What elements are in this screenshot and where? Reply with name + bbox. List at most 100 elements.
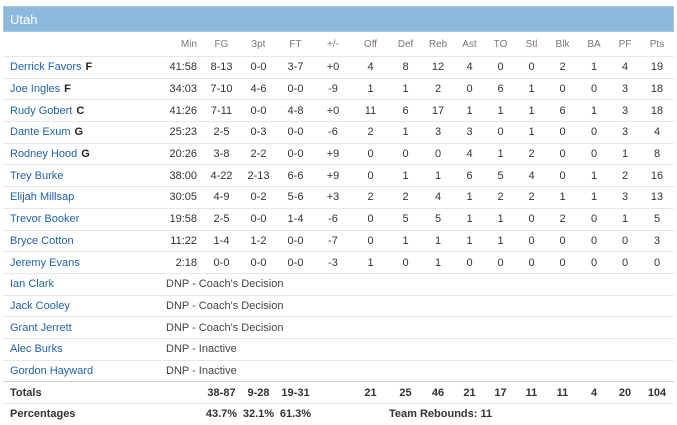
stat-cell: 1 <box>578 164 610 187</box>
player-link[interactable]: Trevor Booker <box>10 213 80 226</box>
stat-cell: 0-0 <box>240 99 277 122</box>
player-link[interactable]: Rodney Hood <box>10 148 78 161</box>
header-player <box>3 32 163 57</box>
stat-cell: 25:23 <box>163 121 203 144</box>
player-link[interactable]: Bryce Cotton <box>10 234 74 247</box>
player-link[interactable]: Gordon Hayward <box>10 364 94 377</box>
stat-cell: 1 <box>578 186 610 209</box>
player-row: Trey Burke 38:00 4-22 2-13 6-6 +9 0 1 1 6 5 4 0 1 2 16 <box>3 164 674 187</box>
total-cell: 9-28 <box>240 381 277 404</box>
stat-cell: 3 <box>640 229 674 252</box>
pct-blank <box>314 402 389 425</box>
player-link[interactable]: Elijah Millsap <box>10 191 75 204</box>
column-header-stl: Stl <box>525 38 538 50</box>
player-link[interactable]: Rudy Gobert <box>10 104 73 117</box>
player-row: Dante Exum G 25:23 2-5 0-3 0-0 -6 2 1 3 3 0 1 0 0 3 4 <box>3 121 674 144</box>
stat-cell: 3 <box>610 99 640 122</box>
stat-cell: 1 <box>516 121 547 144</box>
player-link[interactable]: Derrick Favors <box>10 61 82 74</box>
stat-cell: 4-6 <box>240 77 277 100</box>
player-link[interactable]: Jack Cooley <box>10 299 70 312</box>
stat-cell: 1 <box>454 186 485 209</box>
player-name-cell: Bryce Cotton <box>3 229 163 252</box>
stat-cell: 4-22 <box>203 164 240 187</box>
stat-cell: 0 <box>640 251 674 274</box>
player-row: Elijah Millsap 30:05 4-9 0-2 5-6 +3 2 2 4 1 2 2 1 1 3 1… <box>3 186 674 209</box>
stat-cell: 1 <box>422 164 454 187</box>
total-cell: 38-87 <box>203 381 240 404</box>
column-header-ft: FT <box>289 38 302 50</box>
player-link[interactable]: Joe Ingles <box>10 83 61 96</box>
fg-percentage: 43.7% <box>203 402 240 425</box>
column-header-blk: Blk <box>555 38 570 50</box>
stat-cell: 1 <box>422 251 454 274</box>
stat-cell: 4 <box>516 164 547 187</box>
stat-cell: 6 <box>389 99 422 122</box>
total-cell: 21 <box>454 381 485 404</box>
player-name-cell: Alec Burks <box>3 337 163 361</box>
total-cell: 4 <box>578 381 610 404</box>
total-cell: 19-31 <box>277 381 314 404</box>
stat-cell: 1 <box>516 77 547 100</box>
stat-cell: 0 <box>454 251 485 274</box>
stat-cell: 41:26 <box>163 99 203 122</box>
stat-cell: 0 <box>547 77 578 100</box>
player-link[interactable]: Grant Jerrett <box>10 321 72 334</box>
player-row: Bryce Cotton 11:22 1-4 1-2 0-0 -7 0 1 1 1 1 0 0 0 0 3 <box>3 229 674 252</box>
stat-cell: 2 <box>422 77 454 100</box>
stat-cell: 0 <box>389 142 422 165</box>
stat-cell: -7 <box>314 229 352 252</box>
player-row: Rodney Hood G 20:26 3-8 2-2 0-0 +9 0 0 0 4 1 2 0 0 1 8 <box>3 142 674 165</box>
percentages-label: Percentages <box>3 402 163 425</box>
stat-cell: 13 <box>640 186 674 209</box>
stat-cell: 3 <box>610 77 640 100</box>
stat-cell: 4 <box>454 56 485 79</box>
stat-cell: 11:22 <box>163 229 203 252</box>
stat-cell: 1-4 <box>203 229 240 252</box>
player-row: Rudy Gobert C 41:26 7-11 0-0 4-8 +0 11 6 17 1 1 1 6 1 3… <box>3 99 674 122</box>
player-link[interactable]: Jeremy Evans <box>10 256 80 269</box>
column-header-off: Off <box>363 38 378 50</box>
team-header: Utah <box>3 6 674 32</box>
stat-cell: 5-6 <box>277 186 314 209</box>
stat-cell: 1 <box>610 142 640 165</box>
stat-cell: 0-2 <box>240 186 277 209</box>
stat-cell: 0 <box>389 251 422 274</box>
stat-cell: 2 <box>352 186 389 209</box>
ft-percentage: 61.3% <box>277 402 314 425</box>
column-header-fg: FG <box>214 38 229 50</box>
stat-cell: 0 <box>578 121 610 144</box>
stat-cell: 0-3 <box>240 121 277 144</box>
stat-cell: -6 <box>314 121 352 144</box>
stat-cell: 0 <box>485 121 516 144</box>
player-position: F <box>64 83 71 96</box>
stat-cell: 1 <box>352 77 389 100</box>
player-link[interactable]: Dante Exum <box>10 126 71 139</box>
dnp-reason: DNP - Coach's Decision <box>163 294 674 317</box>
stat-cell: 1 <box>352 251 389 274</box>
dnp-reason: DNP - Coach's Decision <box>163 272 674 296</box>
stat-cell: 0 <box>516 56 547 79</box>
column-header-pts: Pts <box>649 38 665 50</box>
total-cell: 21 <box>352 381 389 404</box>
player-row: Jeremy Evans 2:18 0-0 0-0 0-0 -3 1 0 1 0 0 0 0 0 0 0 <box>3 251 674 274</box>
stat-cell: 20:26 <box>163 142 203 165</box>
stat-cell: 0-0 <box>277 121 314 144</box>
stat-cell: 0 <box>352 142 389 165</box>
stat-cell: 2 <box>547 207 578 230</box>
stat-cell: -3 <box>314 251 352 274</box>
stat-cell: 0 <box>610 251 640 274</box>
stat-cell: 1 <box>578 56 610 79</box>
stat-cell: 8-13 <box>203 56 240 79</box>
pct-blank <box>163 402 203 425</box>
stat-cell: 1 <box>454 229 485 252</box>
player-link[interactable]: Ian Clark <box>10 278 55 291</box>
player-row: Derrick Favors F 41:58 8-13 0-0 3-7 +0 4 8 12 4 0 0 2… <box>3 56 674 79</box>
stat-cell: 2:18 <box>163 251 203 274</box>
stat-cell: 2 <box>516 142 547 165</box>
stat-cell: 0 <box>352 164 389 187</box>
player-link[interactable]: Alec Burks <box>10 343 63 356</box>
stat-cell: 0 <box>422 142 454 165</box>
stat-cell: 0 <box>578 229 610 252</box>
player-link[interactable]: Trey Burke <box>10 169 64 182</box>
